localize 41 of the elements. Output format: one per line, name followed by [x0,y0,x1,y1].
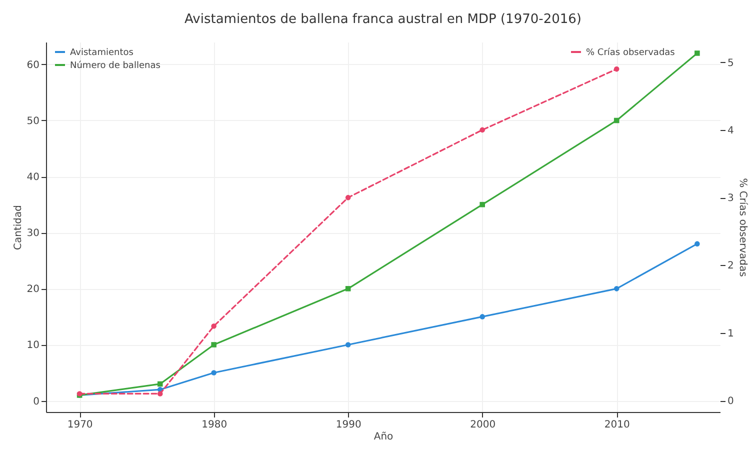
point [345,194,351,200]
y-tick-label: 10 [26,340,40,352]
point [345,342,351,348]
point [480,314,485,320]
point [614,118,620,124]
x-tick-label: 1990 [336,420,362,430]
y-tick-label: 60 [26,60,40,71]
chart-title: Avistamientos de ballena franca austral en MDP (1970-2016) [184,12,582,27]
point [614,286,620,292]
point [157,381,163,387]
y2-tick-label: 1 [728,328,734,340]
x-axis-title: Año [374,432,394,442]
y-tick-label: 30 [26,228,40,240]
y-tick-label: 20 [26,284,40,296]
x-tick-label: 2010 [604,420,630,430]
y-axis-title: Cantidad [12,205,24,250]
point [614,66,620,72]
point [211,323,216,329]
point [480,127,485,133]
point [480,202,485,208]
point [211,370,216,376]
y-tick-label: 0 [33,396,40,408]
legend-label: Avistamientos [70,48,134,58]
y2-tick-label: 5 [728,58,734,69]
y2-tick-label: 0 [728,396,734,407]
y2-tick-label: 4 [728,125,734,136]
legend-label: % Crías observadas [586,47,676,58]
x-tick-label: 1980 [202,420,228,430]
y2-axis-title: % Crías observadas [736,178,748,277]
x-tick-label: 1970 [67,420,93,430]
y-tick-label: 50 [26,116,40,127]
point [345,286,351,292]
x-tick-label: 2000 [470,420,496,430]
point [157,391,163,396]
point [211,342,216,348]
point [694,241,700,246]
y-tick-label: 40 [26,172,40,184]
y2-tick-label: 2 [728,260,734,272]
y2-tick-label: 3 [728,193,734,204]
legend-label: Número de ballenas [70,60,161,71]
point [694,50,700,56]
